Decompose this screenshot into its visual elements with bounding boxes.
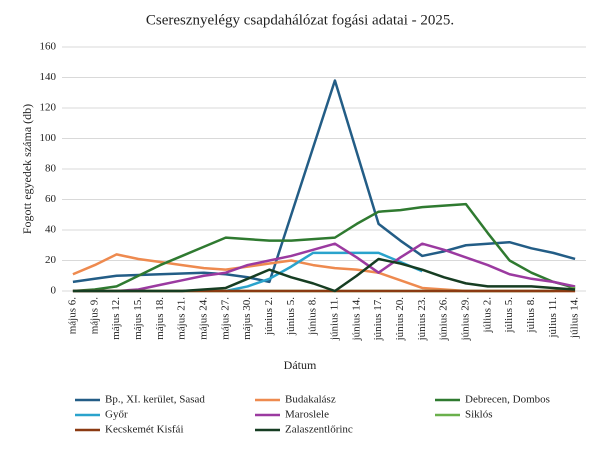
x-tick-label: május 12. bbox=[110, 297, 122, 340]
x-tick-label: július 14. bbox=[569, 297, 581, 339]
chart-title: Cseresznyelégy csapdahálózat fogási adat… bbox=[146, 12, 454, 28]
x-tick-label: június 29. bbox=[459, 297, 471, 342]
x-tick-label: május 27. bbox=[219, 297, 231, 340]
x-tick-label: június 8. bbox=[307, 297, 319, 336]
x-tick-label: július 5. bbox=[503, 297, 515, 334]
y-tick-label: 160 bbox=[40, 41, 57, 53]
x-tick-label: július 8. bbox=[525, 297, 537, 334]
y-tick-label: 60 bbox=[45, 193, 57, 205]
x-tick-label: június 14. bbox=[350, 297, 362, 342]
x-tick-label: június 20. bbox=[394, 297, 406, 342]
x-tick-label: május 9. bbox=[88, 297, 100, 335]
series-line bbox=[225, 251, 423, 293]
legend-label: Budakalász bbox=[285, 394, 336, 406]
legend-label: Kecskemét Kisfái bbox=[105, 424, 184, 436]
x-tick-label: június 2. bbox=[263, 297, 275, 336]
legend-label: Bp., XI. kerület, Sasad bbox=[105, 394, 205, 406]
x-tick-label: június 23. bbox=[416, 297, 428, 342]
series-line bbox=[72, 257, 576, 293]
legend-label: Siklós bbox=[465, 409, 493, 421]
x-tick-label: július 2. bbox=[481, 297, 493, 334]
x-tick-label: május 30. bbox=[241, 297, 253, 340]
y-tick-label: 80 bbox=[45, 163, 57, 175]
x-tick-label: június 26. bbox=[438, 297, 450, 342]
y-tick-label: 20 bbox=[45, 254, 57, 266]
legend-label: Debrecen, Dombos bbox=[465, 394, 550, 406]
x-tick-label: június 17. bbox=[372, 297, 384, 342]
y-tick-label: 40 bbox=[45, 224, 57, 236]
y-tick-label: 140 bbox=[40, 71, 57, 83]
x-tick-label: május 21. bbox=[176, 297, 188, 340]
series-line bbox=[72, 242, 576, 293]
series-line bbox=[72, 79, 576, 284]
x-tick-label: május 6. bbox=[66, 297, 78, 335]
x-tick-label: június 11. bbox=[328, 297, 340, 341]
y-tick-label: 100 bbox=[40, 132, 57, 144]
y-tick-label: 0 bbox=[51, 285, 57, 297]
legend-label: Győr bbox=[105, 409, 128, 421]
x-tick-label: július 11. bbox=[547, 297, 559, 339]
x-tick-label: május 15. bbox=[132, 297, 144, 340]
y-axis-title: Fogott egyedek száma (db) bbox=[20, 104, 34, 234]
x-tick-label: június 5. bbox=[285, 297, 297, 336]
x-axis-title: Dátum bbox=[284, 358, 317, 372]
legend-label: Maroslele bbox=[285, 409, 329, 421]
x-tick-label: május 24. bbox=[197, 297, 209, 340]
x-tick-label: május 18. bbox=[154, 297, 166, 340]
series-line bbox=[72, 202, 576, 293]
y-tick-label: 120 bbox=[40, 102, 57, 114]
legend-label: Zalaszentlőrinc bbox=[285, 424, 353, 436]
